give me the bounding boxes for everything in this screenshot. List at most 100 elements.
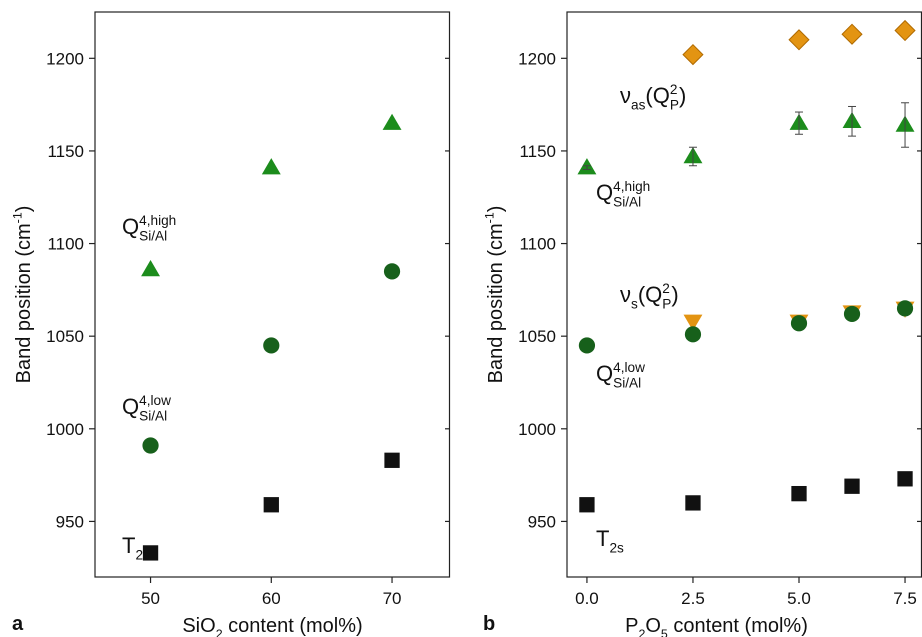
x-tick-label: 7.5 [893, 589, 917, 608]
y-axis-title-group: Band position (cm-1) [483, 206, 507, 384]
annotation-part: Q [122, 214, 139, 239]
annotation-part: Q [596, 361, 613, 386]
y-axis-title-part: ) [13, 206, 35, 213]
y-tick-label: 1200 [518, 49, 556, 68]
data-point [844, 478, 860, 494]
annotation: T2s [596, 526, 624, 556]
annotation: Q4,high Si/Al [122, 213, 176, 244]
y-axis-title-part: Band position (cm [485, 223, 507, 383]
data-point [142, 545, 159, 561]
annotation: Q4,low Si/Al [596, 360, 645, 391]
annotation: Q4,high Si/Al [596, 179, 650, 210]
x-axis-title-part: content (mol%) [668, 615, 808, 637]
x-tick-label: 60 [262, 589, 281, 608]
y-axis-title-part: -1 [11, 212, 25, 223]
y-axis-title-part: Band position (cm [13, 223, 35, 383]
data-point [896, 300, 914, 317]
y-tick-label: 1100 [47, 235, 84, 254]
y-tick-label: 950 [56, 512, 84, 531]
data-point [141, 260, 160, 277]
y-tick-label: 950 [528, 512, 556, 531]
annotation: νas(Q2 P) [620, 82, 686, 113]
annotation-part: as [631, 98, 646, 113]
panel: 950 1000 1050 1100 1150 1200 50 60 70 SiO2 conten… [11, 11, 451, 637]
annotation-part: ) [671, 282, 678, 307]
annotation-part: P [670, 98, 679, 113]
y-axis-title: Band position (cm-1) [11, 206, 35, 384]
annotation: Q4,low Si/Al [122, 393, 171, 424]
data-point [788, 29, 810, 51]
annotation-part: 4,high [139, 213, 176, 228]
annotation-part: 2 [670, 82, 678, 97]
x-axis-title-part: content (mol%) [223, 615, 363, 637]
y-tick-label: 1150 [519, 142, 556, 161]
x-axis-title-part: O [645, 615, 661, 637]
y-tick-label: 1150 [47, 142, 84, 161]
data-point [791, 485, 807, 502]
x-axis-title-part: 2 [216, 627, 223, 637]
y-axis-title-group: Band position (cm-1) [11, 206, 35, 384]
x-axis-title-part: 5 [661, 627, 668, 637]
annotation: T2s [122, 533, 150, 563]
data-point [384, 452, 400, 468]
annotation-part: Q [122, 394, 139, 419]
annotation-part: 4,high [613, 179, 650, 194]
data-point [684, 326, 702, 343]
x-axis-title-part: SiO [182, 615, 215, 637]
y-tick-label: 1200 [46, 49, 84, 68]
y-tick-label: 1050 [518, 327, 556, 346]
x-tick-label: 70 [383, 589, 402, 608]
annotation-part: 2s [135, 548, 150, 563]
y-axis-title-part: ) [485, 206, 507, 213]
y-axis-title-part: -1 [483, 212, 497, 223]
x-tick-label: 0.0 [575, 589, 599, 608]
panel: 950 1000 1050 1100 1150 1200 0.0 2.5 5.0 7.5 P2O5 … [483, 11, 922, 637]
annotation-part: s [631, 297, 638, 312]
data-point [841, 23, 863, 45]
annotation-part: T [122, 533, 135, 558]
data-point [383, 263, 401, 280]
annotation-part: T [596, 526, 609, 551]
data-point [843, 305, 861, 323]
annotation-part: 4,low [139, 393, 171, 408]
annotation-part: ν [620, 83, 631, 108]
data-point [683, 314, 703, 331]
data-point [579, 497, 595, 513]
annotation: νs(Q2 P) [620, 281, 679, 312]
y-tick-label: 1100 [519, 235, 556, 254]
annotation-part: 2s [609, 541, 624, 556]
annotation-part: ν [620, 282, 631, 307]
data-point [685, 495, 701, 511]
x-axis-title-part: 2 [638, 627, 645, 637]
y-tick-label: 1000 [518, 420, 556, 439]
x-axis-title: SiO2 content (mol%) [182, 615, 362, 637]
x-axis-title: P2O5 content (mol%) [625, 615, 808, 637]
annotation-part: ) [679, 83, 686, 108]
data-point [682, 43, 704, 66]
annotation-part: Si/Al [139, 409, 167, 424]
annotation-part: (Q [638, 282, 662, 307]
data-point [897, 471, 913, 487]
y-axis-title: Band position (cm-1) [483, 206, 507, 384]
panel-label: a [12, 613, 24, 635]
annotation-part: Si/Al [613, 195, 641, 210]
data-point [263, 497, 279, 513]
data-point [790, 315, 808, 332]
data-point [894, 19, 916, 42]
data-point [578, 337, 596, 354]
y-tick-label: 1000 [46, 420, 84, 439]
y-tick-label: 1050 [46, 327, 84, 346]
plot-frame [94, 11, 451, 578]
x-tick-label: 50 [141, 589, 160, 608]
data-point [382, 113, 402, 130]
annotation-part: Q [596, 180, 613, 205]
x-tick-label: 5.0 [787, 589, 811, 608]
x-tick-label: 2.5 [681, 589, 705, 608]
data-point [142, 437, 159, 454]
panel-label: b [483, 613, 495, 635]
annotation-part: 2 [662, 281, 670, 296]
x-axis-title-part: P [625, 615, 638, 637]
annotation-part: (Q [645, 83, 669, 108]
annotation-part: P [662, 297, 671, 312]
